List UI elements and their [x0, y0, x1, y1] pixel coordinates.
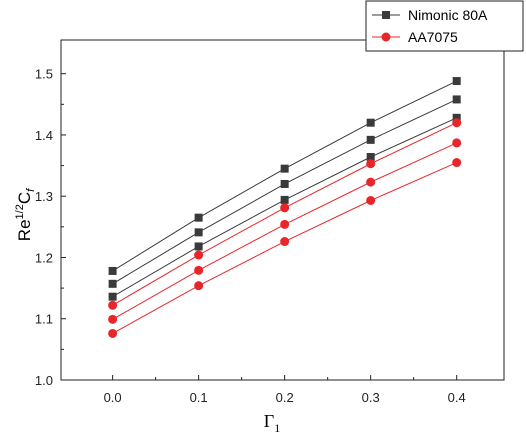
legend-label-nimonic: Nimonic 80A: [408, 7, 488, 23]
x-tick-label: 0.3: [362, 390, 380, 405]
data-point-square: [280, 195, 289, 204]
series-line-1: [112, 98, 457, 285]
series-line-3: [112, 122, 457, 306]
data-point-square: [452, 77, 461, 86]
data-point-square: [452, 95, 461, 104]
data-point-circle: [366, 159, 376, 169]
series-line-5: [112, 162, 457, 334]
data-point-circle: [452, 158, 462, 168]
y-tick-label: 1.5: [35, 67, 53, 82]
y-axis-label-base: Re: [15, 219, 34, 241]
data-point-circle: [366, 177, 376, 187]
x-ticks: 0.0 0.1 0.2 0.3 0.4: [104, 375, 466, 405]
data-point-square: [108, 279, 117, 288]
y-ticks: 1.0 1.1 1.2 1.3 1.4 1.5: [35, 67, 66, 388]
data-point-square: [366, 135, 375, 144]
x-tick-label: 0.0: [104, 390, 122, 405]
x-axis-label-main: Γ: [264, 411, 274, 431]
x-tick-label: 0.2: [276, 390, 294, 405]
plot-area-frame: [60, 39, 505, 381]
y-tick-label: 1.3: [35, 189, 53, 204]
data-point-square: [366, 118, 375, 127]
legend-label-aa7075: AA7075: [408, 29, 458, 45]
x-tick-label: 0.4: [448, 390, 466, 405]
data-point-square: [108, 292, 117, 301]
data-point-square: [194, 228, 203, 237]
data-point-square: [280, 179, 289, 188]
data-point-circle: [194, 281, 204, 291]
y-axis-label-sup: 1/2: [14, 204, 26, 219]
data-point-circle: [194, 265, 204, 275]
data-point-circle: [280, 203, 290, 213]
y-tick-label: 1.1: [35, 312, 53, 327]
data-point-circle: [452, 118, 462, 128]
y-axis-label: Re1/2Cf: [14, 188, 37, 241]
series-layer: [108, 77, 462, 338]
data-point-circle: [194, 250, 204, 260]
legend: Nimonic 80A AA7075: [365, 0, 524, 52]
data-point-circle: [280, 237, 290, 247]
data-point-circle: [280, 219, 290, 229]
data-point-square: [452, 113, 461, 122]
data-point-square: [194, 242, 203, 251]
data-point-circle: [108, 314, 118, 324]
data-point-circle: [366, 196, 376, 206]
data-point-square: [194, 213, 203, 222]
x-tick-label: 0.1: [190, 390, 208, 405]
data-point-square: [280, 164, 289, 173]
y-tick-label: 1.2: [35, 250, 53, 265]
y-axis-label-sub: f: [25, 188, 37, 192]
data-point-square: [108, 266, 117, 275]
data-point-square: [366, 153, 375, 162]
y-tick-label: 1.4: [35, 128, 53, 143]
legend-box: [365, 0, 524, 52]
x-axis-label: Γ1: [264, 411, 280, 435]
x-axis-label-sub: 1: [274, 421, 280, 435]
data-point-circle: [452, 138, 462, 148]
y-axis-label-c: C: [15, 192, 34, 204]
y-tick-label: 1.0: [35, 373, 53, 388]
data-point-circle: [108, 328, 118, 338]
legend-marker-nimonic: [382, 11, 390, 19]
data-point-circle: [108, 300, 118, 310]
legend-marker-aa7075: [381, 32, 391, 42]
